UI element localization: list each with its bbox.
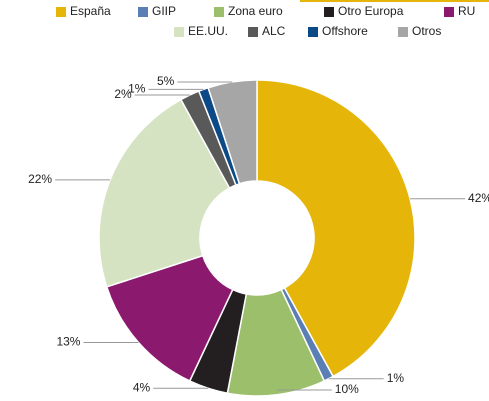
legend-label: RU <box>458 4 475 18</box>
legend-label: Offshore <box>322 24 368 38</box>
legend-swatch <box>248 27 258 37</box>
slice <box>98 98 231 288</box>
slice <box>207 79 258 185</box>
legend-label: España <box>70 4 111 18</box>
legend-label: GIIP <box>152 4 176 18</box>
data-label: 4% <box>133 380 151 394</box>
data-label: 13% <box>56 335 80 349</box>
legend-swatch <box>56 7 66 17</box>
data-label: 2% <box>114 87 132 101</box>
data-label: 10% <box>335 382 359 396</box>
legend-swatch <box>308 27 318 37</box>
data-label: 1% <box>128 82 146 96</box>
data-label: 1% <box>387 371 405 385</box>
legend-swatch <box>398 27 408 37</box>
legend-swatch <box>324 7 334 17</box>
data-label: 5% <box>157 74 175 88</box>
top-rule <box>300 0 489 2</box>
legend-label: Otros <box>412 24 441 38</box>
data-label: 42% <box>468 191 489 205</box>
slice <box>105 254 234 382</box>
legend-swatch <box>174 27 184 37</box>
legend-label: Otro Europa <box>338 4 404 18</box>
legend-label: ALC <box>262 24 286 38</box>
legend-swatch <box>138 7 148 17</box>
legend-swatch <box>444 7 454 17</box>
slice <box>256 79 416 378</box>
data-label: 22% <box>28 172 52 186</box>
legend-label: EE.UU. <box>188 24 228 38</box>
legend-label: Zona euro <box>228 4 283 18</box>
legend-swatch <box>214 7 224 17</box>
